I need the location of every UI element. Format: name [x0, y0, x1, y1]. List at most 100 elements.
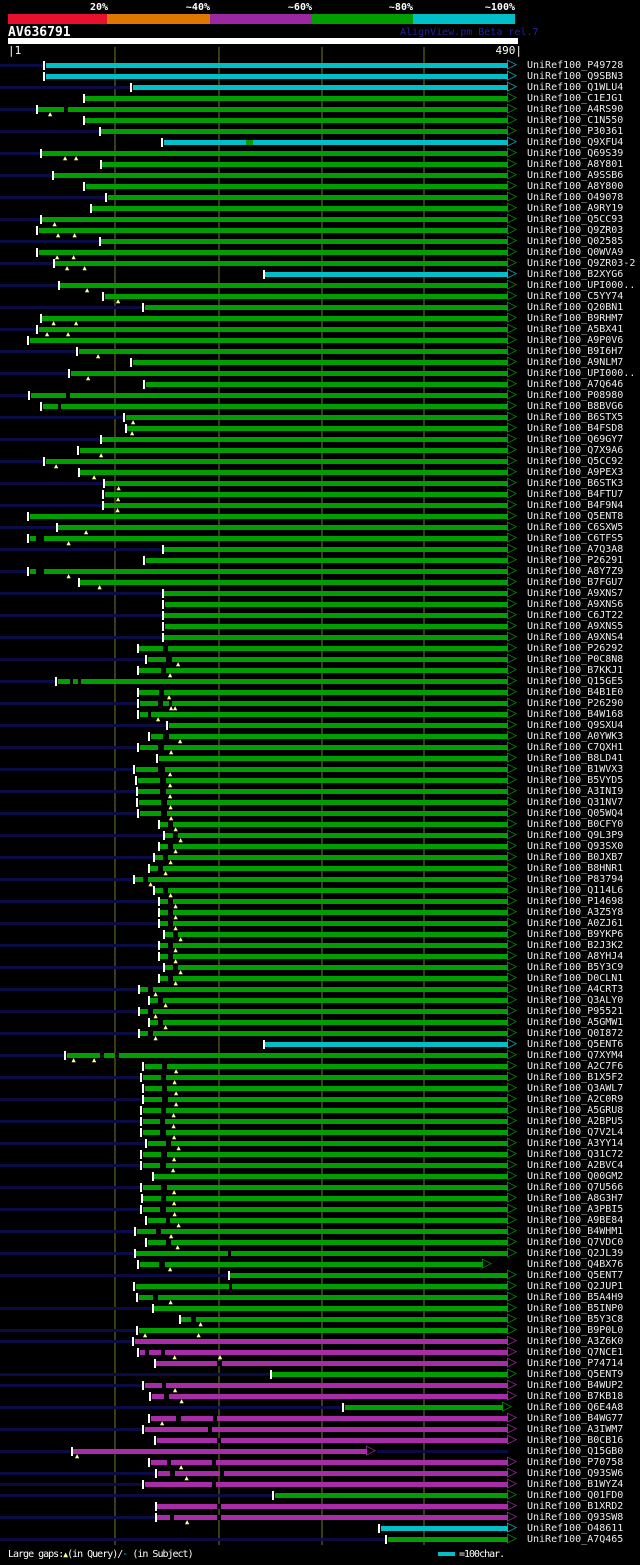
- alignment-bar[interactable]: [140, 1030, 508, 1036]
- hit-label[interactable]: UniRef100_P26290: [527, 697, 624, 709]
- hit-label[interactable]: UniRef100_B0JXB7: [527, 851, 624, 863]
- hit-label[interactable]: UniRef100_B4FSD8: [527, 422, 624, 434]
- hit-label[interactable]: UniRef100_Q93SX0: [527, 840, 624, 852]
- hit-label[interactable]: UniRef100_B5A4H9: [527, 1291, 624, 1303]
- alignment-arrow-icon[interactable]: ▷: [507, 1047, 517, 1062]
- hit-label[interactable]: UniRef100_B5INP0: [527, 1302, 624, 1314]
- alignment-bar[interactable]: [45, 458, 508, 464]
- alignment-arrow-icon[interactable]: ▷: [507, 1300, 517, 1315]
- alignment-arrow-icon[interactable]: ▷: [507, 1234, 517, 1249]
- hit-label[interactable]: UniRef100_Q31NV7: [527, 796, 624, 808]
- hit-label[interactable]: UniRef100_B2XYG6: [527, 268, 624, 280]
- alignment-arrow-icon[interactable]: ▷: [507, 1102, 517, 1117]
- alignment-arrow-icon[interactable]: ▷: [507, 112, 517, 127]
- alignment-bar[interactable]: [139, 689, 508, 695]
- alignment-bar[interactable]: [164, 590, 508, 596]
- hit-label[interactable]: UniRef100_A0ZJ61: [527, 917, 624, 929]
- hit-label[interactable]: UniRef100_B1XRD2: [527, 1500, 624, 1512]
- alignment-arrow-icon[interactable]: ▷: [507, 849, 517, 864]
- hit-label[interactable]: UniRef100_C6SXW5: [527, 521, 624, 533]
- hit-label[interactable]: UniRef100_B7FGU7: [527, 576, 624, 588]
- alignment-arrow-icon[interactable]: ▷: [507, 387, 517, 402]
- alignment-bar[interactable]: [38, 227, 508, 233]
- alignment-arrow-icon[interactable]: ▷: [507, 211, 517, 226]
- alignment-arrow-icon[interactable]: ▷: [507, 860, 517, 875]
- alignment-arrow-icon[interactable]: ▷: [507, 904, 517, 919]
- hit-label[interactable]: UniRef100_Q5ENT7: [527, 1269, 624, 1281]
- hit-label[interactable]: UniRef100_Q15GE5: [527, 675, 624, 687]
- hit-label[interactable]: UniRef100_A2C0R9: [527, 1093, 624, 1105]
- alignment-bar[interactable]: [160, 843, 508, 849]
- alignment-bar[interactable]: [136, 1250, 508, 1256]
- hit-label[interactable]: UniRef100_Q5CC92: [527, 455, 624, 467]
- hit-label[interactable]: UniRef100_A9BE84: [527, 1214, 624, 1226]
- alignment-arrow-icon[interactable]: ▷: [507, 145, 517, 160]
- alignment-arrow-icon[interactable]: ▷: [507, 442, 517, 457]
- alignment-arrow-icon[interactable]: ▷: [507, 79, 517, 94]
- hit-label[interactable]: UniRef100_Q6E4A8: [527, 1401, 624, 1413]
- alignment-arrow-icon[interactable]: ▷: [507, 684, 517, 699]
- alignment-bar[interactable]: [139, 667, 508, 673]
- hit-label[interactable]: UniRef100_A7Q465: [527, 1533, 624, 1545]
- hit-label[interactable]: UniRef100_P26291: [527, 554, 624, 566]
- alignment-arrow-icon[interactable]: ▷: [507, 453, 517, 468]
- hit-label[interactable]: UniRef100_A5GMW1: [527, 1016, 624, 1028]
- hit-label[interactable]: UniRef100_Q02585: [527, 235, 624, 247]
- hit-label[interactable]: UniRef100_Q9SXU4: [527, 719, 624, 731]
- hit-label[interactable]: UniRef100_Q7X9A6: [527, 444, 624, 456]
- alignment-bar[interactable]: [144, 1063, 508, 1069]
- alignment-bar[interactable]: [155, 887, 508, 893]
- alignment-bar[interactable]: [140, 986, 508, 992]
- hit-label[interactable]: UniRef100_B1WVX3: [527, 763, 624, 775]
- alignment-arrow-icon[interactable]: ▷: [507, 1124, 517, 1139]
- alignment-arrow-icon[interactable]: ▷: [507, 1366, 517, 1381]
- hit-label[interactable]: UniRef100_P26292: [527, 642, 624, 654]
- alignment-arrow-icon[interactable]: ▷: [507, 1465, 517, 1480]
- alignment-arrow-icon[interactable]: ▷: [507, 1091, 517, 1106]
- alignment-arrow-icon[interactable]: ▷: [507, 244, 517, 259]
- alignment-arrow-icon[interactable]: ▷: [507, 915, 517, 930]
- alignment-bar[interactable]: [181, 1316, 508, 1322]
- hit-label[interactable]: UniRef100_P95521: [527, 1005, 624, 1017]
- alignment-bar[interactable]: [230, 1272, 508, 1278]
- hit-label[interactable]: UniRef100_B7KB18: [527, 1390, 624, 1402]
- alignment-bar[interactable]: [92, 205, 508, 211]
- alignment-arrow-icon[interactable]: ▷: [507, 783, 517, 798]
- alignment-arrow-icon[interactable]: ▷: [507, 772, 517, 787]
- alignment-arrow-icon[interactable]: ▷: [507, 68, 517, 83]
- alignment-bar[interactable]: [136, 1228, 508, 1234]
- alignment-bar[interactable]: [142, 1129, 508, 1135]
- hit-label[interactable]: UniRef100_C7QXH1: [527, 741, 624, 753]
- alignment-arrow-icon[interactable]: ▷: [507, 640, 517, 655]
- alignment-arrow-icon[interactable]: ▷: [507, 398, 517, 413]
- alignment-bar[interactable]: [274, 1492, 508, 1498]
- alignment-bar[interactable]: [157, 1503, 508, 1509]
- hit-label[interactable]: UniRef100_Q114L6: [527, 884, 624, 896]
- alignment-bar[interactable]: [80, 579, 508, 585]
- hit-label[interactable]: UniRef100_A9SSB6: [527, 169, 624, 181]
- hit-label[interactable]: UniRef100_Q5CC93: [527, 213, 624, 225]
- hit-label[interactable]: UniRef100_P74714: [527, 1357, 624, 1369]
- alignment-bar[interactable]: [139, 1349, 508, 1355]
- alignment-bar[interactable]: [29, 337, 508, 343]
- hit-label[interactable]: UniRef100_C1N550: [527, 114, 624, 126]
- alignment-bar[interactable]: [160, 953, 508, 959]
- alignment-bar[interactable]: [58, 524, 508, 530]
- alignment-bar[interactable]: [165, 832, 508, 838]
- alignment-bar[interactable]: [165, 964, 508, 970]
- hit-label[interactable]: UniRef100_Q5ENT9: [527, 1368, 624, 1380]
- alignment-arrow-icon[interactable]: ▷: [507, 1135, 517, 1150]
- hit-label[interactable]: UniRef100_UPI000..: [527, 367, 636, 379]
- alignment-bar[interactable]: [38, 106, 508, 112]
- hit-label[interactable]: UniRef100_B5Y3C8: [527, 1313, 624, 1325]
- alignment-bar[interactable]: [85, 117, 508, 123]
- alignment-arrow-icon[interactable]: ▷: [507, 299, 517, 314]
- hit-label[interactable]: UniRef100_Q7VDC0: [527, 1236, 624, 1248]
- alignment-arrow-icon[interactable]: ▷: [507, 57, 517, 72]
- hit-label[interactable]: UniRef100_A3PBI5: [527, 1203, 624, 1215]
- hit-label[interactable]: UniRef100_B1WYZ4: [527, 1478, 624, 1490]
- hit-label[interactable]: UniRef100_A3Z6K0: [527, 1335, 624, 1347]
- alignment-arrow-icon[interactable]: ▷: [507, 937, 517, 952]
- hit-label[interactable]: UniRef100_Q93SW8: [527, 1511, 624, 1523]
- alignment-bar[interactable]: [165, 931, 508, 937]
